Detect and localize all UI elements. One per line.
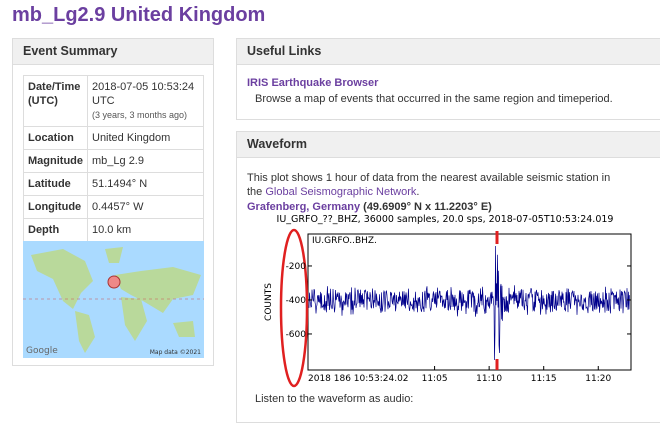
channel-label: IU.GRFO..BHZ. — [312, 236, 377, 246]
page: {"title":"mb_Lg2.9 United Kingdom", "eve… — [12, 4, 660, 423]
link[interactable]: IRIS Earthquake Browser — [247, 77, 379, 89]
x-tick-label: 11:10 — [476, 374, 502, 384]
link-description: Browse a map of events that occurred in … — [255, 93, 613, 105]
link[interactable]: Global Seismographic Network — [265, 186, 417, 198]
map-credit: Google — [26, 346, 58, 356]
summary-row: Longitude 0.4457° W — [23, 195, 204, 219]
row-label: Longitude — [23, 195, 88, 219]
page-title: mb_Lg2.9 United Kingdom — [12, 4, 266, 26]
y-tick-label: -400 — [286, 296, 307, 306]
plot-frame — [307, 233, 632, 371]
summary-row: Magnitude mb_Lg 2.9 — [23, 149, 204, 173]
waveform-intro: This plot shows 1 hour of data from the … — [247, 171, 627, 199]
y-axis-label: COUNTS — [264, 283, 274, 321]
panel-heading: Waveform — [237, 132, 660, 158]
row-value: 2018-07-05 10:53:24 UTC — [92, 81, 195, 107]
row-value-cell: mb_Lg 2.9 — [87, 149, 204, 173]
station-coords: (49.6909° N x 11.2203° E) — [360, 201, 492, 213]
x-tick-label: 11:05 — [422, 374, 448, 384]
row-value: mb_Lg 2.9 — [92, 155, 144, 167]
intro-text: This plot shows 1 hour of data from the … — [247, 172, 611, 198]
panel-heading: Useful Links — [237, 39, 660, 65]
row-label: Depth — [23, 218, 88, 242]
summary-table: Date/Time (UTC) 2018-07-05 10:53:24 UTC (3… — [23, 75, 204, 242]
x-tick-label: 11:15 — [531, 374, 557, 384]
row-value-cell: 51.1494° N — [87, 172, 204, 196]
station-line: Grafenberg, Germany (49.6909° N x 11.220… — [247, 201, 492, 213]
row-label: Location — [23, 126, 88, 150]
row-value: 0.4457° W — [92, 201, 144, 213]
station-link[interactable]: Grafenberg, Germany — [247, 201, 361, 213]
plot-title: IU_GRFO_??_BHZ, 36000 samples, 20.0 sps,… — [277, 214, 614, 225]
row-value: 10.0 km — [92, 224, 132, 236]
row-value: United Kingdom — [92, 132, 171, 144]
waveform-trace — [308, 245, 630, 361]
panel-heading: Event Summary — [13, 39, 213, 65]
audio-label: Listen to the waveform as audio: — [255, 393, 414, 405]
x-tick-label: 2018 186 10:53:24.02 — [308, 374, 409, 384]
map-land — [31, 247, 201, 353]
useful-links-panel: Useful Links IRIS Earthquake Browser Bro… — [236, 38, 660, 120]
summary-row: Location United Kingdom — [23, 126, 204, 150]
event-marker[interactable] — [107, 275, 121, 289]
row-label: Magnitude — [23, 149, 88, 173]
row-value-cell: United Kingdom — [87, 126, 204, 150]
waveform-plot: IU_GRFO_??_BHZ, 36000 samples, 20.0 sps,… — [264, 214, 632, 388]
row-value: 51.1494° N — [92, 178, 148, 190]
row-label: Date/Time (UTC) — [23, 75, 88, 127]
summary-row: Date/Time (UTC) 2018-07-05 10:53:24 UTC (3… — [23, 75, 204, 127]
map[interactable]: Google Map data ©2021 — [23, 241, 204, 358]
y-tick-label: -600 — [286, 330, 307, 340]
row-label: Latitude — [23, 172, 88, 196]
y-tick-label: -200 — [286, 262, 307, 272]
summary-row: Latitude 51.1494° N — [23, 172, 204, 196]
intro-end: . — [416, 186, 420, 198]
map-attribution: Map data ©2021 — [150, 349, 201, 356]
event-summary-panel: Event Summary Date/Time (UTC) 2018-07-05 … — [12, 38, 214, 366]
summary-row: Depth 10.0 km — [23, 218, 204, 242]
x-tick-label: 11:20 — [585, 374, 611, 384]
row-value-cell: 2018-07-05 10:53:24 UTC (3 years, 3 month… — [87, 75, 204, 127]
row-value-cell: 10.0 km — [87, 218, 204, 242]
row-note: (3 years, 3 months ago) — [92, 110, 188, 120]
annotation-ellipse — [279, 228, 309, 388]
row-value-cell: 0.4457° W — [87, 195, 204, 219]
